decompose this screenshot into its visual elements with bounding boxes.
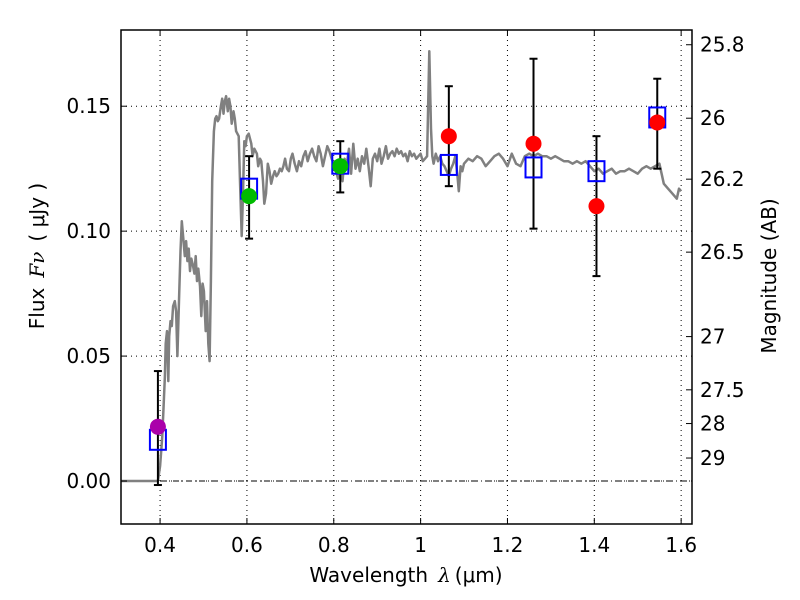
y2-tick-label: 26.5 — [700, 240, 745, 264]
y-axis-label: FluxFν( μJy ) — [25, 183, 49, 329]
y2-axis-label: Magnitude (AB) — [757, 198, 781, 353]
observed-photometry-point — [525, 135, 542, 152]
x-axis-label: Wavelength λ (μm) — [309, 563, 502, 587]
y-tick-label: 0.10 — [66, 219, 111, 243]
y2-tick-label: 26 — [700, 106, 725, 130]
y-tick-labels: 0.00 0.05 0.10 0.15 — [66, 94, 111, 493]
model-photometry-square — [439, 153, 458, 176]
points-layer — [148, 57, 667, 487]
x-tick-label: 0.6 — [231, 533, 263, 557]
y2-tick-label: 25.8 — [700, 33, 745, 57]
observed-photometry-point — [241, 188, 258, 205]
observed-photometry-point — [332, 158, 349, 175]
y2-tick-label: 27.5 — [700, 378, 745, 402]
y2-tick-label: 26.2 — [700, 167, 745, 191]
y2-tick-label: 28 — [700, 412, 725, 436]
x-tick-label: 1.2 — [492, 533, 524, 557]
model-photometry-square — [524, 156, 543, 179]
x-tick-label: 0.4 — [144, 533, 176, 557]
plot-frame — [120, 29, 693, 525]
y2-tick-labels: 25.8 26 26.2 26.5 27 27.5 28 29 — [700, 33, 745, 470]
x-tick-label: 1.4 — [578, 533, 610, 557]
y2-tick-label: 29 — [700, 446, 725, 470]
observed-photometry-point — [588, 198, 605, 215]
x-tick-labels: 0.4 0.6 0.8 1 1.2 1.4 1.6 — [144, 533, 697, 557]
y-tick-label: 0.15 — [66, 94, 111, 118]
ticks — [121, 30, 692, 524]
x-tick-label: 1 — [414, 533, 427, 557]
grid-lines — [121, 30, 692, 524]
observed-photometry-point — [149, 418, 166, 435]
x-tick-label: 1.6 — [665, 533, 697, 557]
y-tick-label: 0.00 — [66, 469, 111, 493]
y2-tick-label: 27 — [700, 325, 725, 349]
model-photometry-square — [587, 160, 606, 183]
x-tick-label: 0.8 — [318, 533, 350, 557]
observed-photometry-point — [440, 128, 457, 145]
observed-photometry-point — [649, 114, 666, 131]
y-tick-label: 0.05 — [66, 344, 111, 368]
